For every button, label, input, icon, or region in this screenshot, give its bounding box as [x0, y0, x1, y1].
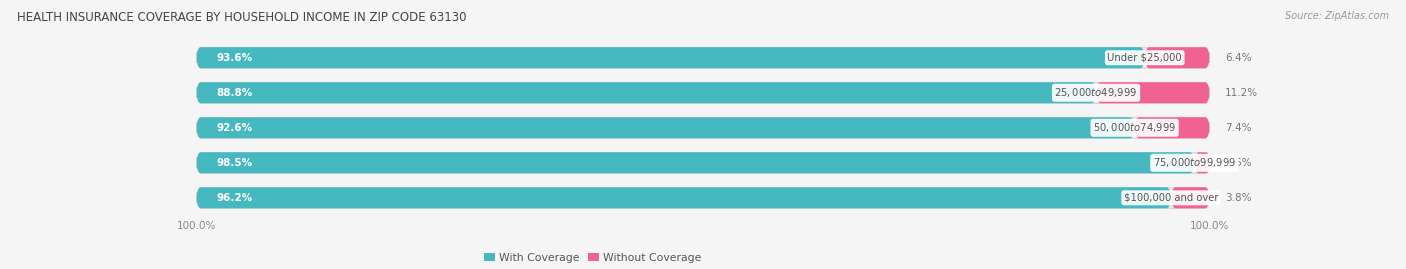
FancyBboxPatch shape [197, 82, 1097, 103]
FancyBboxPatch shape [1194, 152, 1211, 173]
FancyBboxPatch shape [1097, 82, 1209, 103]
FancyBboxPatch shape [197, 187, 1171, 208]
FancyBboxPatch shape [197, 82, 1209, 103]
Text: $50,000 to $74,999: $50,000 to $74,999 [1092, 121, 1177, 134]
Text: Source: ZipAtlas.com: Source: ZipAtlas.com [1285, 11, 1389, 21]
Text: 100.0%: 100.0% [177, 221, 217, 231]
FancyBboxPatch shape [197, 117, 1209, 138]
FancyBboxPatch shape [197, 152, 1209, 173]
Text: 98.5%: 98.5% [217, 158, 253, 168]
Text: 6.4%: 6.4% [1225, 53, 1251, 63]
Text: 93.6%: 93.6% [217, 53, 253, 63]
Text: 88.8%: 88.8% [217, 88, 253, 98]
Text: 92.6%: 92.6% [217, 123, 253, 133]
Text: Under $25,000: Under $25,000 [1108, 53, 1182, 63]
Text: 96.2%: 96.2% [217, 193, 253, 203]
Legend: With Coverage, Without Coverage: With Coverage, Without Coverage [479, 248, 706, 267]
FancyBboxPatch shape [197, 47, 1209, 68]
Text: 7.4%: 7.4% [1225, 123, 1251, 133]
Text: $75,000 to $99,999: $75,000 to $99,999 [1153, 156, 1236, 169]
FancyBboxPatch shape [197, 117, 1135, 138]
Text: 100.0%: 100.0% [1189, 221, 1229, 231]
FancyBboxPatch shape [1171, 187, 1209, 208]
FancyBboxPatch shape [1135, 117, 1209, 138]
Text: $25,000 to $49,999: $25,000 to $49,999 [1054, 86, 1137, 99]
Text: $100,000 and over: $100,000 and over [1123, 193, 1219, 203]
Text: 1.6%: 1.6% [1226, 158, 1253, 168]
FancyBboxPatch shape [197, 47, 1144, 68]
FancyBboxPatch shape [197, 152, 1194, 173]
Text: 11.2%: 11.2% [1225, 88, 1258, 98]
Text: HEALTH INSURANCE COVERAGE BY HOUSEHOLD INCOME IN ZIP CODE 63130: HEALTH INSURANCE COVERAGE BY HOUSEHOLD I… [17, 11, 467, 24]
Text: 3.8%: 3.8% [1225, 193, 1251, 203]
FancyBboxPatch shape [197, 187, 1209, 208]
FancyBboxPatch shape [1144, 47, 1209, 68]
